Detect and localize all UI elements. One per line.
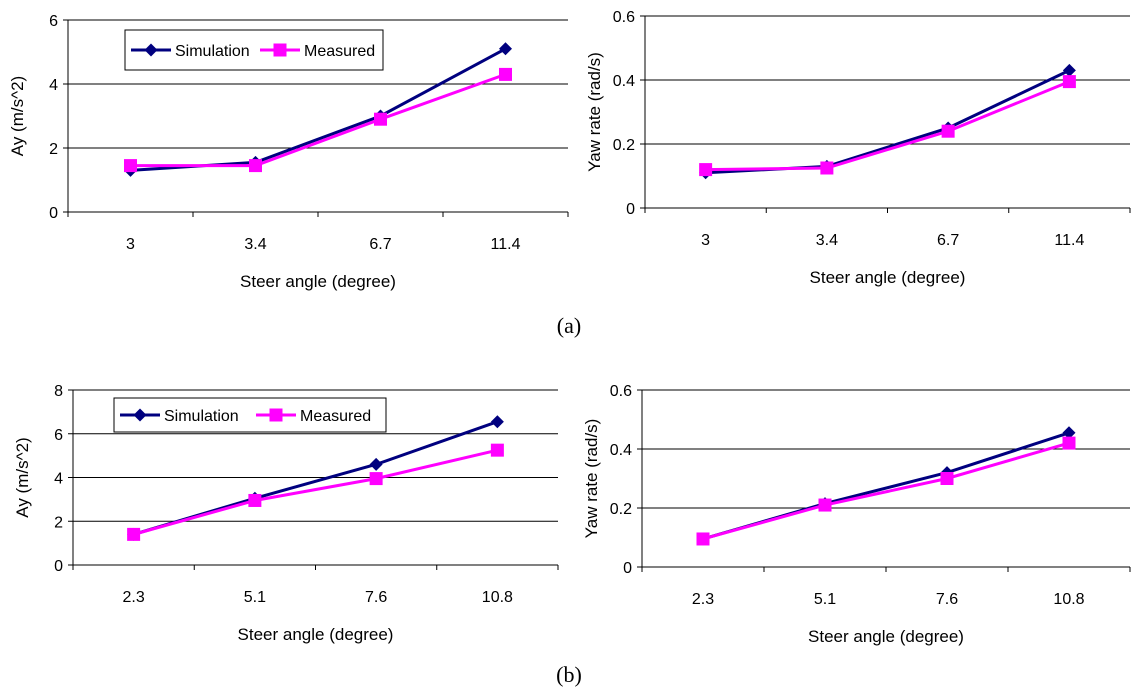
- x-tick-label: 2.3: [692, 591, 714, 608]
- y-tick-label: 0: [623, 560, 632, 577]
- x-axis-title: Steer angle (degree): [240, 272, 396, 291]
- caption-b: (b): [556, 662, 582, 687]
- y-tick-label: 0.2: [613, 137, 635, 154]
- x-tick-label: 2.3: [123, 589, 145, 606]
- simulation-series-line: [705, 69, 1071, 175]
- measured-point: [124, 159, 137, 173]
- y-tick-label: 4: [54, 471, 63, 488]
- measured-point: [1062, 75, 1076, 89]
- legend-swatch-marker: [269, 408, 283, 422]
- simulation-point: [490, 415, 504, 429]
- simulation-point: [499, 42, 512, 56]
- legend-label-simulation: Simulation: [175, 43, 250, 60]
- y-tick-label: 0: [626, 201, 635, 218]
- y-tick-label: 8: [54, 383, 63, 400]
- measured-point: [940, 472, 954, 485]
- measured-series-line: [702, 441, 1070, 541]
- y-axis-title: Yaw rate (rad/s): [585, 52, 604, 172]
- measured-point: [499, 67, 512, 81]
- measured-point: [820, 161, 834, 175]
- y-tick-label: 0.6: [610, 383, 632, 400]
- legend-swatch-marker: [144, 43, 158, 57]
- y-tick-label: 0.2: [610, 501, 632, 518]
- legend-label-measured: Measured: [300, 408, 371, 425]
- x-tick-label: 5.1: [244, 589, 266, 606]
- y-tick-label: 2: [54, 514, 63, 531]
- measured-point: [374, 112, 387, 126]
- measured-series-line: [130, 72, 507, 168]
- x-tick-label: 11.4: [1054, 232, 1084, 249]
- chart-a-yaw-rate: 0 0.2 0.4 0.6 3 3.4 6.7 11.4 Steer angle (degree…: [585, 9, 1131, 287]
- x-tick-label: 5.1: [814, 591, 836, 608]
- x-tick-label: 6.7: [937, 232, 959, 249]
- measured-series-line: [133, 448, 498, 536]
- y-tick-label: 0.6: [613, 9, 635, 26]
- legend-label-measured: Measured: [304, 43, 375, 60]
- x-tick-label: 3: [701, 232, 710, 249]
- y-axis-title: Ay (m/s^2): [8, 76, 27, 156]
- x-tick-label: 11.4: [491, 236, 521, 253]
- y-tick-label: 0.4: [610, 442, 632, 459]
- legend-swatch-marker: [133, 408, 147, 422]
- simulation-point: [369, 457, 383, 471]
- measured-point: [248, 493, 262, 507]
- y-tick-label: 0: [54, 558, 63, 575]
- y-tick-label: 6: [54, 427, 63, 444]
- x-tick-label: 10.8: [482, 589, 513, 606]
- simulation-point: [1062, 426, 1076, 440]
- measured-point: [696, 532, 710, 546]
- chart-b-yaw-rate: 0 0.2 0.4 0.6 2.3 5.1 7.6 10.8 Steer angle (degr…: [582, 383, 1131, 646]
- measured-point: [941, 124, 955, 138]
- y-tick-label: 4: [49, 77, 58, 94]
- y-tick-label: 6: [49, 13, 58, 30]
- x-tick-label: 3.4: [816, 232, 838, 249]
- measured-point: [490, 443, 504, 457]
- simulation-point: [1062, 63, 1076, 77]
- y-tick-label: 2: [49, 141, 58, 158]
- x-tick-label: 10.8: [1053, 591, 1084, 608]
- x-tick-label: 3: [126, 236, 135, 253]
- measured-point: [818, 498, 832, 512]
- y-tick-label: 0: [49, 205, 58, 222]
- x-tick-label: 6.7: [369, 236, 391, 253]
- measured-point: [699, 163, 713, 177]
- y-axis-title: Ay (m/s^2): [13, 437, 32, 517]
- legend-swatch-marker: [273, 43, 287, 57]
- y-axis-title: Yaw rate (rad/s): [582, 419, 601, 539]
- x-tick-label: 3.4: [244, 236, 266, 253]
- caption-a: (a): [557, 313, 581, 338]
- y-tick-label: 0.4: [613, 73, 635, 90]
- x-tick-label: 7.6: [365, 589, 387, 606]
- legend-label-simulation: Simulation: [164, 408, 239, 425]
- x-axis-title: Steer angle (degree): [808, 627, 964, 646]
- measured-point: [127, 527, 141, 541]
- simulation-series-line: [133, 420, 498, 536]
- chart-a-lateral-acceleration: 0 2 4 6 3 3.4 6.7 11.4 Steer angle (degree) Ay (m…: [8, 13, 569, 291]
- measured-series-line: [705, 80, 1070, 172]
- x-axis-title: Steer angle (degree): [810, 268, 966, 287]
- measured-point: [249, 159, 262, 173]
- chart-b-lateral-acceleration: 0 2 4 6 8 2.3 5.1 7.6 10.8 Steer angle (degree) Ay…: [13, 383, 559, 644]
- measured-point: [369, 472, 383, 486]
- x-tick-label: 7.6: [936, 591, 958, 608]
- measured-point: [1062, 436, 1076, 450]
- x-axis-title: Steer angle (degree): [238, 625, 394, 644]
